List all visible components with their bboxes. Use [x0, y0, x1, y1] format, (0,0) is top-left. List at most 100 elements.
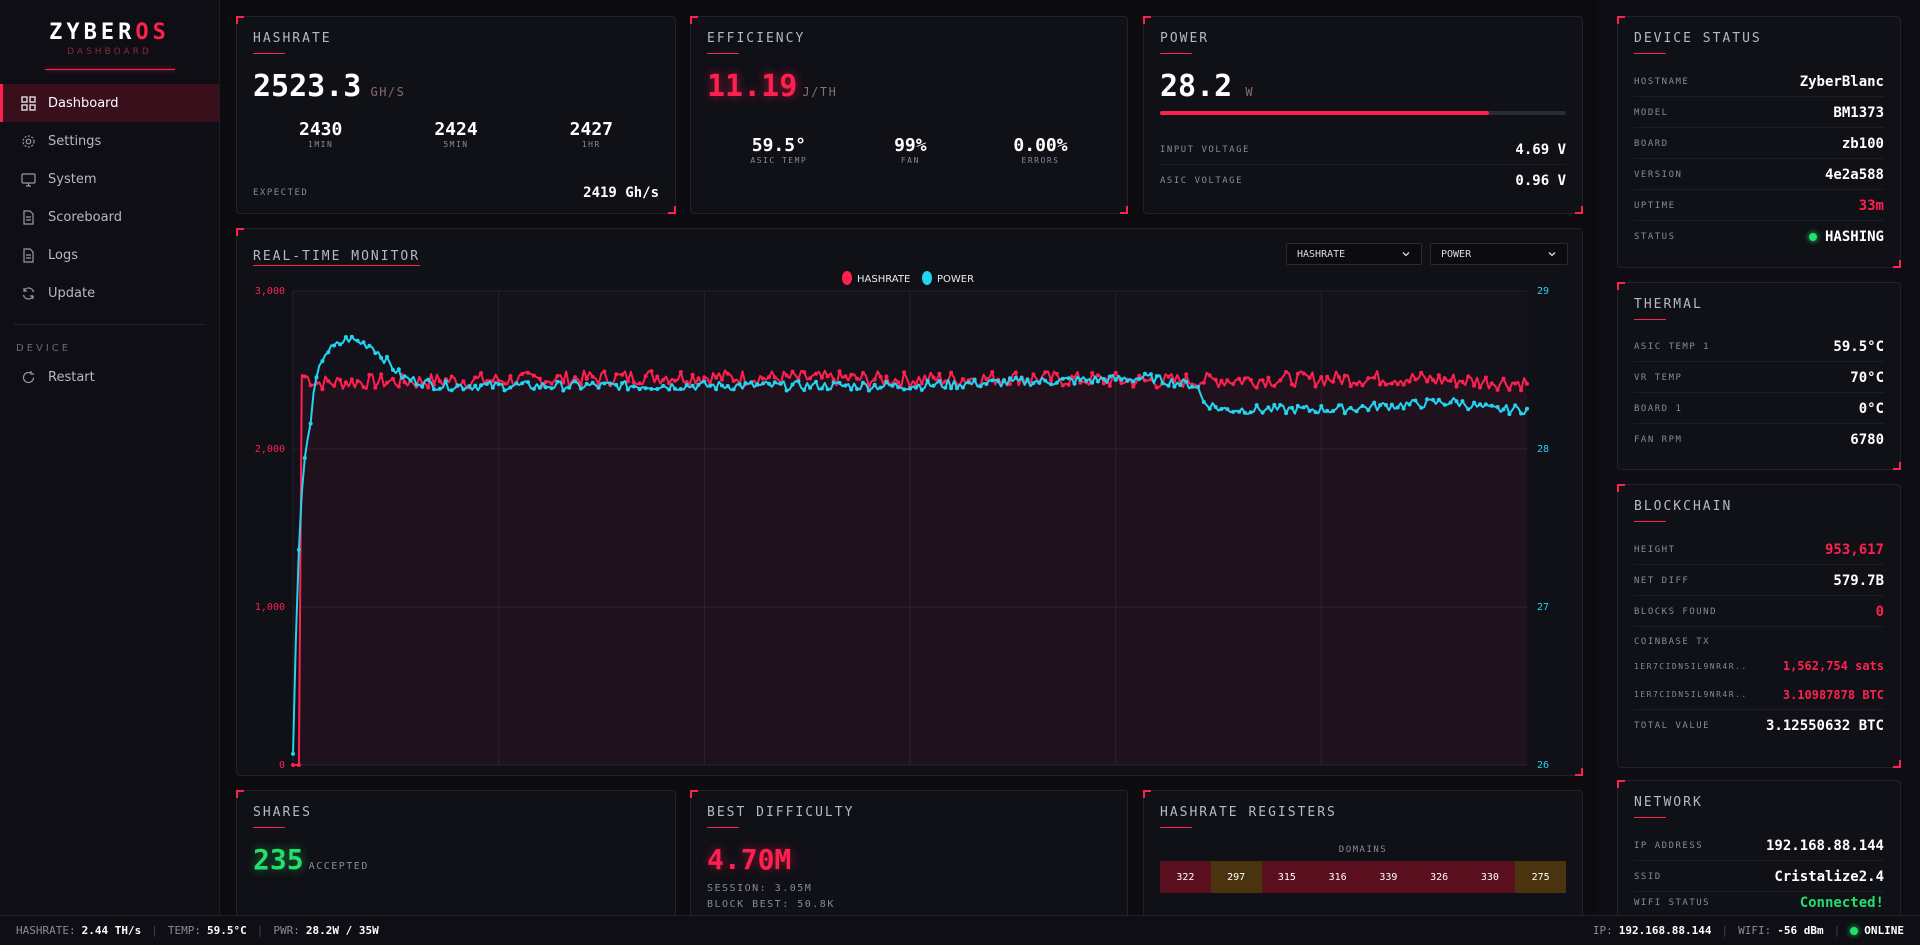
power-point	[1360, 404, 1365, 408]
power-point	[1160, 381, 1165, 386]
asic-temp-label: ASIC TEMP	[750, 156, 808, 165]
footer-status: ONLINE	[1864, 924, 1904, 937]
power-point	[1290, 405, 1294, 410]
hashrate-point	[1278, 378, 1283, 383]
power-point	[1143, 371, 1147, 376]
hashrate-point	[473, 375, 478, 380]
input-voltage-label: INPUT VOLTAGE	[1160, 144, 1250, 155]
expected-label: EXPECTED	[253, 188, 309, 198]
asic-voltage-row: ASIC VOLTAGE 0.96 V	[1160, 166, 1566, 196]
thermal-card: THERMAL ASIC TEMP 1 59.5°C VR TEMP 70°C BO…	[1617, 282, 1901, 470]
hashrate-point	[1260, 378, 1265, 383]
power-point	[814, 379, 818, 384]
hashrate-5min: 2424	[434, 119, 478, 140]
power-point	[614, 382, 619, 387]
hashrate-point	[790, 369, 795, 374]
power-point	[1219, 407, 1224, 411]
power-point	[919, 387, 924, 392]
power-point	[1190, 384, 1195, 389]
hashrate-point	[808, 376, 813, 381]
series2-select[interactable]: POWER	[1430, 243, 1568, 265]
hashrate-point	[761, 376, 766, 381]
power-point	[1389, 402, 1394, 407]
hashrate-1min-label: 1MIN	[308, 140, 334, 149]
power-point	[667, 387, 672, 392]
nav-item-restart[interactable]: Restart	[0, 358, 219, 396]
hashrate-point	[1031, 372, 1036, 377]
power-point	[1195, 384, 1200, 389]
power-point	[1519, 411, 1524, 416]
register-cell: 326	[1413, 861, 1465, 893]
status-row: STATUS HASHING	[1634, 229, 1884, 245]
power-point	[1507, 412, 1512, 417]
power-point	[1354, 409, 1359, 414]
hashrate-point	[1501, 376, 1506, 381]
power-point	[1184, 379, 1189, 384]
wifi-status-row: WIFI STATUS Connected!	[1634, 895, 1884, 911]
power-point	[1525, 406, 1529, 411]
power-point	[385, 354, 389, 359]
hashrate-point	[702, 375, 707, 380]
power-point	[467, 384, 472, 388]
power-unit: W	[1245, 85, 1255, 99]
power-point	[1448, 400, 1453, 405]
hashrate-point	[496, 378, 501, 383]
card-title: THERMAL	[1634, 297, 1703, 312]
hashrate-point	[767, 375, 771, 380]
hashrate-point	[1101, 381, 1106, 386]
power-point	[490, 385, 495, 390]
efficiency-unit: J/TH	[802, 85, 838, 99]
power-point	[584, 381, 589, 386]
power-point	[843, 383, 848, 388]
power-point	[1084, 378, 1089, 383]
hashrate-point	[1389, 381, 1394, 386]
hashrate-point	[1290, 382, 1294, 387]
power-point	[1431, 397, 1435, 402]
hashrate-point	[449, 374, 454, 379]
legend-marker	[842, 271, 852, 285]
power-point	[561, 388, 566, 393]
hashrate-point	[849, 372, 854, 377]
power-point	[1460, 399, 1465, 404]
power-point	[1489, 403, 1494, 408]
power-point	[355, 338, 360, 343]
nav-item-settings[interactable]: Settings	[0, 122, 219, 160]
power-point	[1442, 402, 1447, 407]
nav-item-dashboard[interactable]: Dashboard	[0, 84, 219, 122]
nav-divider	[14, 324, 205, 325]
power-point	[631, 384, 636, 389]
model-row: MODEL BM1373	[1634, 98, 1884, 128]
hashrate-point	[1319, 375, 1324, 379]
power-point	[637, 387, 642, 392]
ip-row: IP ADDRESS 192.168.88.144	[1634, 831, 1884, 861]
hashrate-point	[819, 375, 824, 380]
hashrate-point	[855, 376, 860, 381]
nav-item-update[interactable]: Update	[0, 274, 219, 312]
power-point	[1295, 403, 1300, 408]
hashrate-point	[390, 376, 395, 381]
legend-label: POWER	[937, 274, 974, 285]
power-point	[1054, 380, 1059, 385]
power-point	[1472, 400, 1477, 405]
power-point	[984, 382, 989, 386]
hashrate-point	[426, 385, 431, 390]
hashrate-1hr: 2427	[569, 119, 613, 140]
input-voltage-value: 4.69 V	[1515, 141, 1566, 158]
nav-item-logs[interactable]: Logs	[0, 236, 219, 274]
power-point	[1002, 378, 1006, 383]
hashrate-point	[437, 379, 442, 384]
card-title: BEST DIFFICULTY	[707, 805, 855, 820]
series1-select[interactable]: HASHRATE	[1286, 243, 1422, 265]
fan-label: FAN	[900, 156, 920, 165]
footer-pwr-label: PWR:	[273, 924, 300, 937]
power-point	[714, 387, 719, 392]
power-point	[649, 387, 654, 391]
footer-hashrate: 2.44 TH/s	[81, 924, 142, 937]
power-point	[1466, 407, 1471, 412]
status-value: HASHING	[1824, 229, 1884, 245]
hashrate-point	[1378, 382, 1383, 387]
hashrate-point	[960, 377, 965, 381]
nav-item-scoreboard[interactable]: Scoreboard	[0, 198, 219, 236]
nav-item-system[interactable]: System	[0, 160, 219, 198]
power-point	[1266, 405, 1271, 410]
